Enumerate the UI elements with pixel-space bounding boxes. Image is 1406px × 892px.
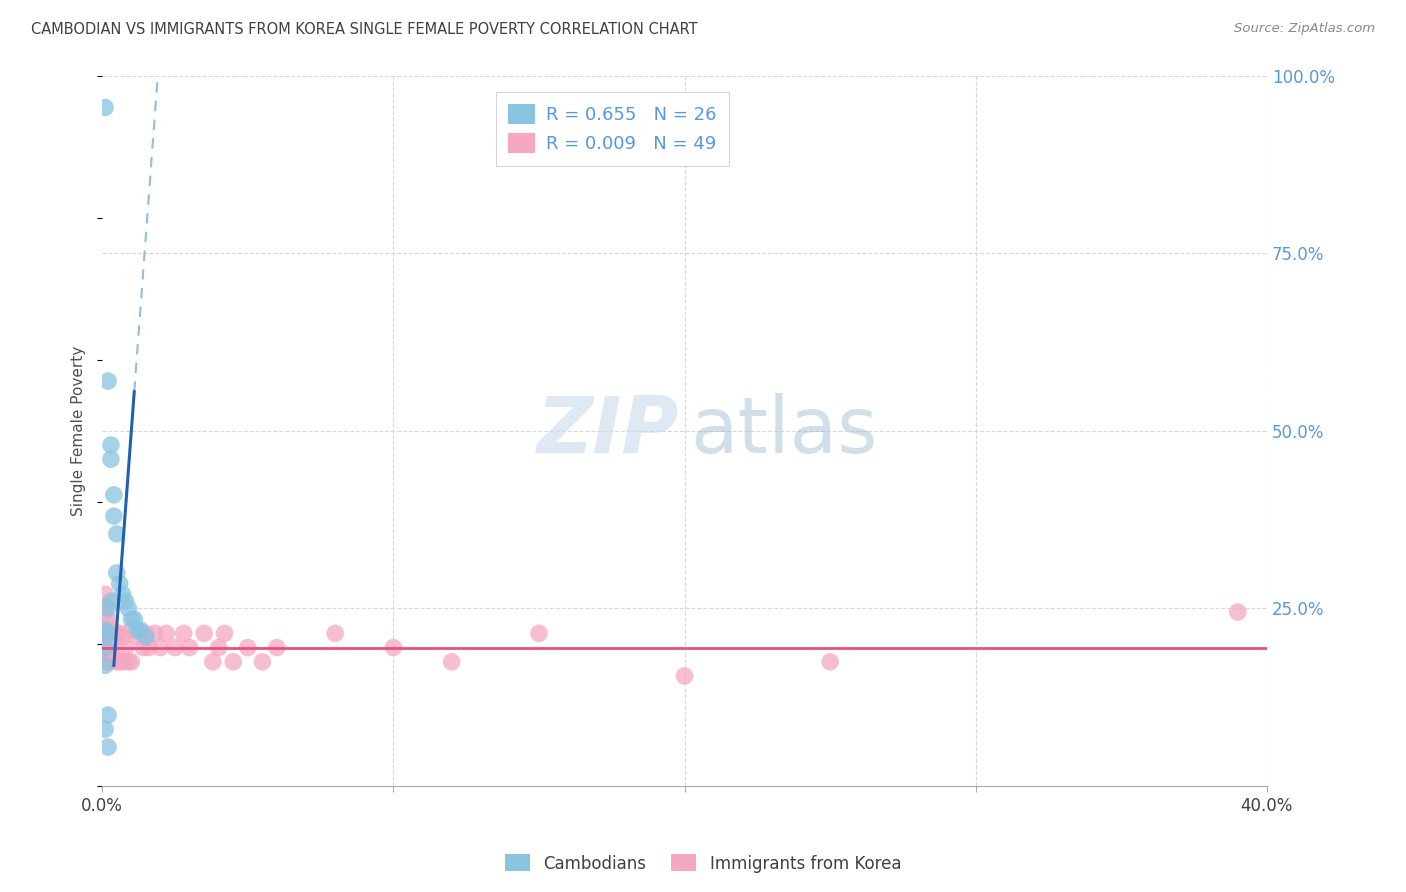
Point	[132, 640, 155, 655]
Point	[97, 740, 120, 755]
Legend: Cambodians, Immigrants from Korea: Cambodians, Immigrants from Korea	[498, 847, 908, 880]
Point	[818, 655, 841, 669]
Text: Source: ZipAtlas.com: Source: ZipAtlas.com	[1234, 22, 1375, 36]
Point	[97, 374, 120, 388]
Point	[527, 626, 550, 640]
Point	[108, 576, 131, 591]
Point	[155, 626, 177, 640]
Point	[94, 612, 117, 626]
Point	[100, 623, 122, 637]
Point	[108, 626, 131, 640]
Legend: R = 0.655   N = 26, R = 0.009   N = 49: R = 0.655 N = 26, R = 0.009 N = 49	[495, 92, 730, 166]
Point	[97, 626, 120, 640]
Point	[179, 640, 201, 655]
Point	[97, 598, 120, 612]
Point	[117, 601, 139, 615]
Point	[94, 655, 117, 669]
Point	[105, 527, 128, 541]
Point	[103, 488, 125, 502]
Point	[222, 655, 245, 669]
Point	[127, 630, 149, 644]
Point	[135, 630, 157, 644]
Point	[94, 640, 117, 655]
Point	[97, 601, 120, 615]
Point	[105, 566, 128, 580]
Point	[163, 640, 186, 655]
Point	[127, 623, 149, 637]
Point	[111, 655, 134, 669]
Point	[129, 623, 152, 637]
Point	[94, 623, 117, 637]
Point	[100, 594, 122, 608]
Point	[100, 640, 122, 655]
Point	[382, 640, 405, 655]
Point	[100, 655, 122, 669]
Point	[94, 587, 117, 601]
Point	[122, 612, 145, 626]
Text: CAMBODIAN VS IMMIGRANTS FROM KOREA SINGLE FEMALE POVERTY CORRELATION CHART: CAMBODIAN VS IMMIGRANTS FROM KOREA SINGL…	[31, 22, 697, 37]
Point	[208, 640, 231, 655]
Point	[440, 655, 463, 669]
Point	[94, 723, 117, 737]
Point	[323, 626, 346, 640]
Point	[236, 640, 259, 655]
Point	[214, 626, 236, 640]
Point	[120, 623, 142, 637]
Point	[1226, 605, 1249, 619]
Point	[129, 626, 152, 640]
Point	[111, 630, 134, 644]
Point	[97, 612, 120, 626]
Point	[135, 626, 157, 640]
Point	[114, 594, 136, 608]
Point	[201, 655, 224, 669]
Point	[97, 655, 120, 669]
Point	[97, 640, 120, 655]
Point	[94, 101, 117, 115]
Point	[108, 655, 131, 669]
Point	[120, 612, 142, 626]
Point	[673, 669, 696, 683]
Point	[252, 655, 274, 669]
Point	[94, 626, 117, 640]
Text: ZIP: ZIP	[537, 392, 679, 469]
Point	[103, 509, 125, 524]
Point	[114, 640, 136, 655]
Point	[266, 640, 288, 655]
Text: atlas: atlas	[690, 392, 877, 469]
Point	[193, 626, 215, 640]
Point	[149, 640, 172, 655]
Y-axis label: Single Female Poverty: Single Female Poverty	[72, 346, 86, 516]
Point	[97, 708, 120, 723]
Point	[103, 651, 125, 665]
Point	[173, 626, 195, 640]
Point	[138, 640, 160, 655]
Point	[111, 587, 134, 601]
Point	[97, 626, 120, 640]
Point	[105, 655, 128, 669]
Point	[120, 655, 142, 669]
Point	[105, 626, 128, 640]
Point	[143, 626, 166, 640]
Point	[100, 438, 122, 452]
Point	[94, 658, 117, 673]
Point	[100, 452, 122, 467]
Point	[117, 655, 139, 669]
